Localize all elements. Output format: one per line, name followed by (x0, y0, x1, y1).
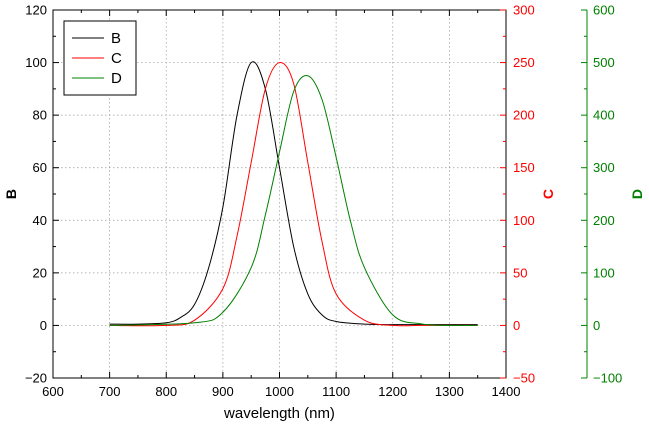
x-tick-label: 1400 (492, 384, 521, 399)
x-tick-label: 1200 (378, 384, 407, 399)
x-tick-label: 700 (99, 384, 121, 399)
y-tick-label-d: 500 (593, 55, 615, 70)
series-layer (109, 61, 478, 327)
y-tick-label-b: 60 (33, 160, 47, 175)
y-tick-label-c: −50 (513, 371, 535, 386)
y-axis-d-title: D (629, 189, 645, 199)
y-tick-label-b: −20 (25, 371, 47, 386)
y-tick-label-d: 0 (593, 318, 600, 333)
y-axis-c-title: C (540, 189, 556, 199)
y-tick-label-b: 40 (33, 213, 47, 228)
y-tick-label-b: 120 (25, 3, 47, 18)
y-axis-d: −100 0 100 200 300 400 500 600 (581, 3, 622, 386)
y-tick-label-d: 100 (593, 265, 615, 280)
x-axis-title: wavelength (nm) (223, 405, 335, 422)
x-tick-label: 1300 (435, 384, 464, 399)
y-tick-label-d: 200 (593, 213, 615, 228)
series-line-c (109, 62, 478, 327)
series-line-d (109, 74, 478, 327)
y-axis-b: −20 0 20 40 60 80 100 120 (25, 3, 59, 386)
y-tick-label-c: 200 (513, 108, 535, 123)
x-axis: 600 700 800 900 1000 1100 1200 1300 1400 (42, 10, 520, 399)
x-tick-label: 900 (212, 384, 234, 399)
legend-label-c: C (111, 50, 122, 67)
y-tick-label-d: 300 (593, 160, 615, 175)
y-tick-label-b: 0 (40, 318, 47, 333)
y-tick-label-c: 300 (513, 3, 535, 18)
y-axis-c: −50 0 50 100 150 200 250 300 (500, 3, 535, 386)
x-tick-label: 800 (155, 384, 177, 399)
legend: B C D (63, 20, 137, 96)
x-tick-label: 600 (42, 384, 64, 399)
y-tick-label-c: 100 (513, 213, 535, 228)
y-tick-label-c: 250 (513, 55, 535, 70)
x-tick-label: 1100 (322, 384, 350, 399)
legend-label-b: B (111, 30, 121, 47)
y-axis-b-title: B (3, 189, 19, 199)
y-tick-label-d: 600 (593, 3, 615, 18)
y-tick-label-c: 50 (513, 265, 527, 280)
legend-label-d: D (111, 70, 122, 87)
y-tick-label-d: 400 (593, 108, 615, 123)
y-tick-label-c: 150 (513, 160, 535, 175)
y-tick-label-b: 20 (33, 265, 47, 280)
y-tick-label-b: 80 (33, 108, 47, 123)
x-tick-label: 1000 (265, 384, 294, 399)
y-tick-label-b: 100 (25, 55, 47, 70)
y-tick-label-c: 0 (513, 318, 520, 333)
y-tick-label-d: −100 (593, 371, 622, 386)
